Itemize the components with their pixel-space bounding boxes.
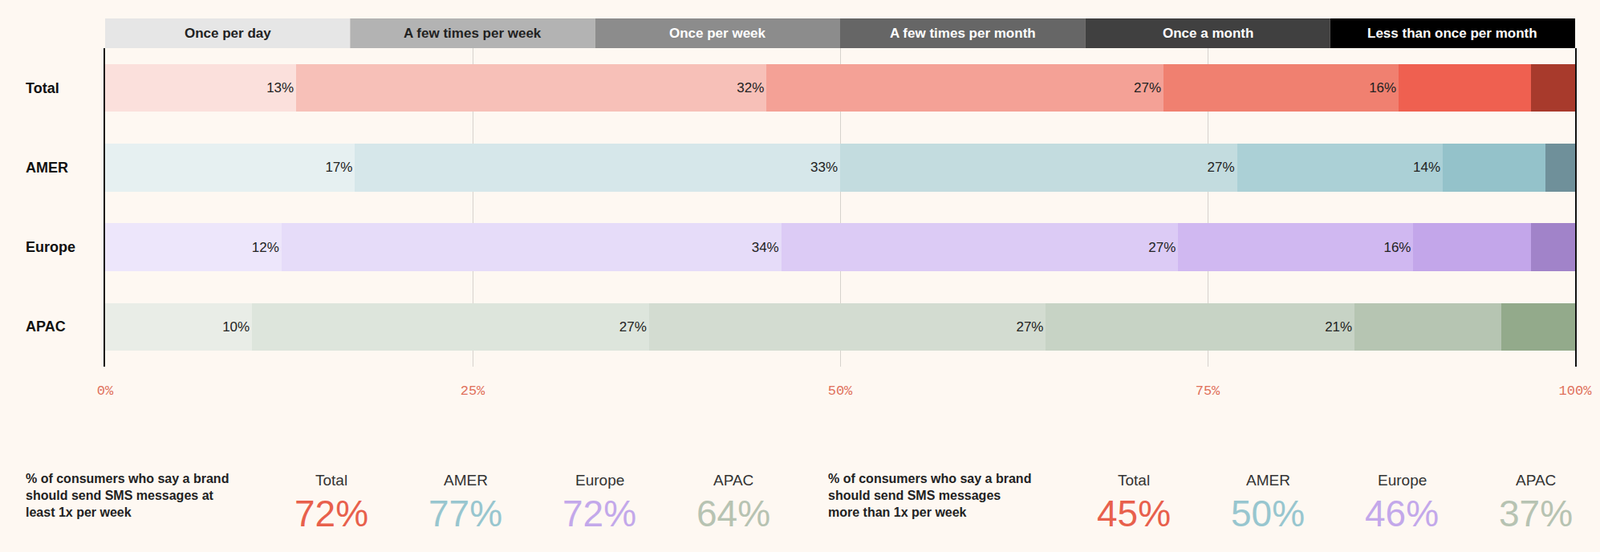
svg-text:33%: 33%	[810, 159, 838, 175]
svg-text:77%: 77%	[428, 492, 503, 535]
svg-text:27%: 27%	[1133, 80, 1162, 96]
svg-text:46%: 46%	[1364, 492, 1439, 535]
svg-text:Once per day: Once per day	[184, 25, 272, 41]
svg-text:Less than once per month: Less than once per month	[1367, 25, 1538, 41]
svg-text:72%: 72%	[294, 492, 369, 535]
svg-text:27%: 27%	[1015, 319, 1044, 335]
svg-text:Total: Total	[315, 471, 348, 489]
svg-text:100%: 100%	[1559, 383, 1593, 399]
svg-text:34%: 34%	[751, 239, 780, 256]
svg-text:A few times per month: A few times per month	[889, 25, 1036, 41]
svg-text:AMER: AMER	[443, 471, 488, 489]
svg-text:Once per week: Once per week	[669, 25, 767, 41]
svg-text:27%: 27%	[1207, 159, 1235, 175]
svg-text:50%: 50%	[828, 383, 853, 399]
svg-text:% of consumers who say a brand: % of consumers who say a brandshould sen…	[828, 471, 1032, 520]
svg-text:45%: 45%	[1096, 492, 1171, 535]
svg-text:64%: 64%	[696, 492, 771, 535]
svg-text:Europe: Europe	[575, 471, 625, 489]
svg-text:17%: 17%	[324, 159, 353, 175]
svg-text:APAC: APAC	[713, 471, 754, 489]
svg-text:Europe: Europe	[1377, 471, 1427, 489]
svg-text:32%: 32%	[736, 80, 764, 96]
svg-text:0%: 0%	[97, 383, 114, 399]
svg-text:% of consumers who say a brand: % of consumers who say a brandshould sen…	[25, 471, 229, 520]
svg-text:16%: 16%	[1368, 80, 1397, 96]
svg-text:37%: 37%	[1498, 492, 1573, 535]
svg-text:21%: 21%	[1324, 319, 1353, 335]
svg-text:APAC: APAC	[25, 318, 66, 335]
svg-text:12%: 12%	[251, 239, 280, 256]
svg-text:AMER: AMER	[25, 159, 69, 176]
svg-text:25%: 25%	[460, 383, 486, 399]
svg-text:13%: 13%	[266, 80, 294, 96]
svg-text:A few times per week: A few times per week	[403, 25, 542, 41]
svg-text:AMER: AMER	[1246, 471, 1291, 489]
svg-text:14%: 14%	[1413, 159, 1441, 175]
svg-text:APAC: APAC	[1515, 471, 1556, 489]
svg-text:10%: 10%	[222, 319, 250, 335]
svg-text:16%: 16%	[1383, 239, 1411, 256]
svg-text:75%: 75%	[1195, 383, 1221, 399]
svg-text:27%: 27%	[619, 319, 647, 335]
svg-text:Total: Total	[25, 80, 60, 97]
svg-text:Total: Total	[1117, 471, 1150, 489]
svg-text:72%: 72%	[562, 492, 637, 535]
svg-text:Europe: Europe	[25, 239, 76, 256]
svg-text:50%: 50%	[1230, 492, 1305, 535]
svg-text:27%: 27%	[1148, 239, 1176, 256]
svg-text:Once a month: Once a month	[1162, 25, 1254, 41]
